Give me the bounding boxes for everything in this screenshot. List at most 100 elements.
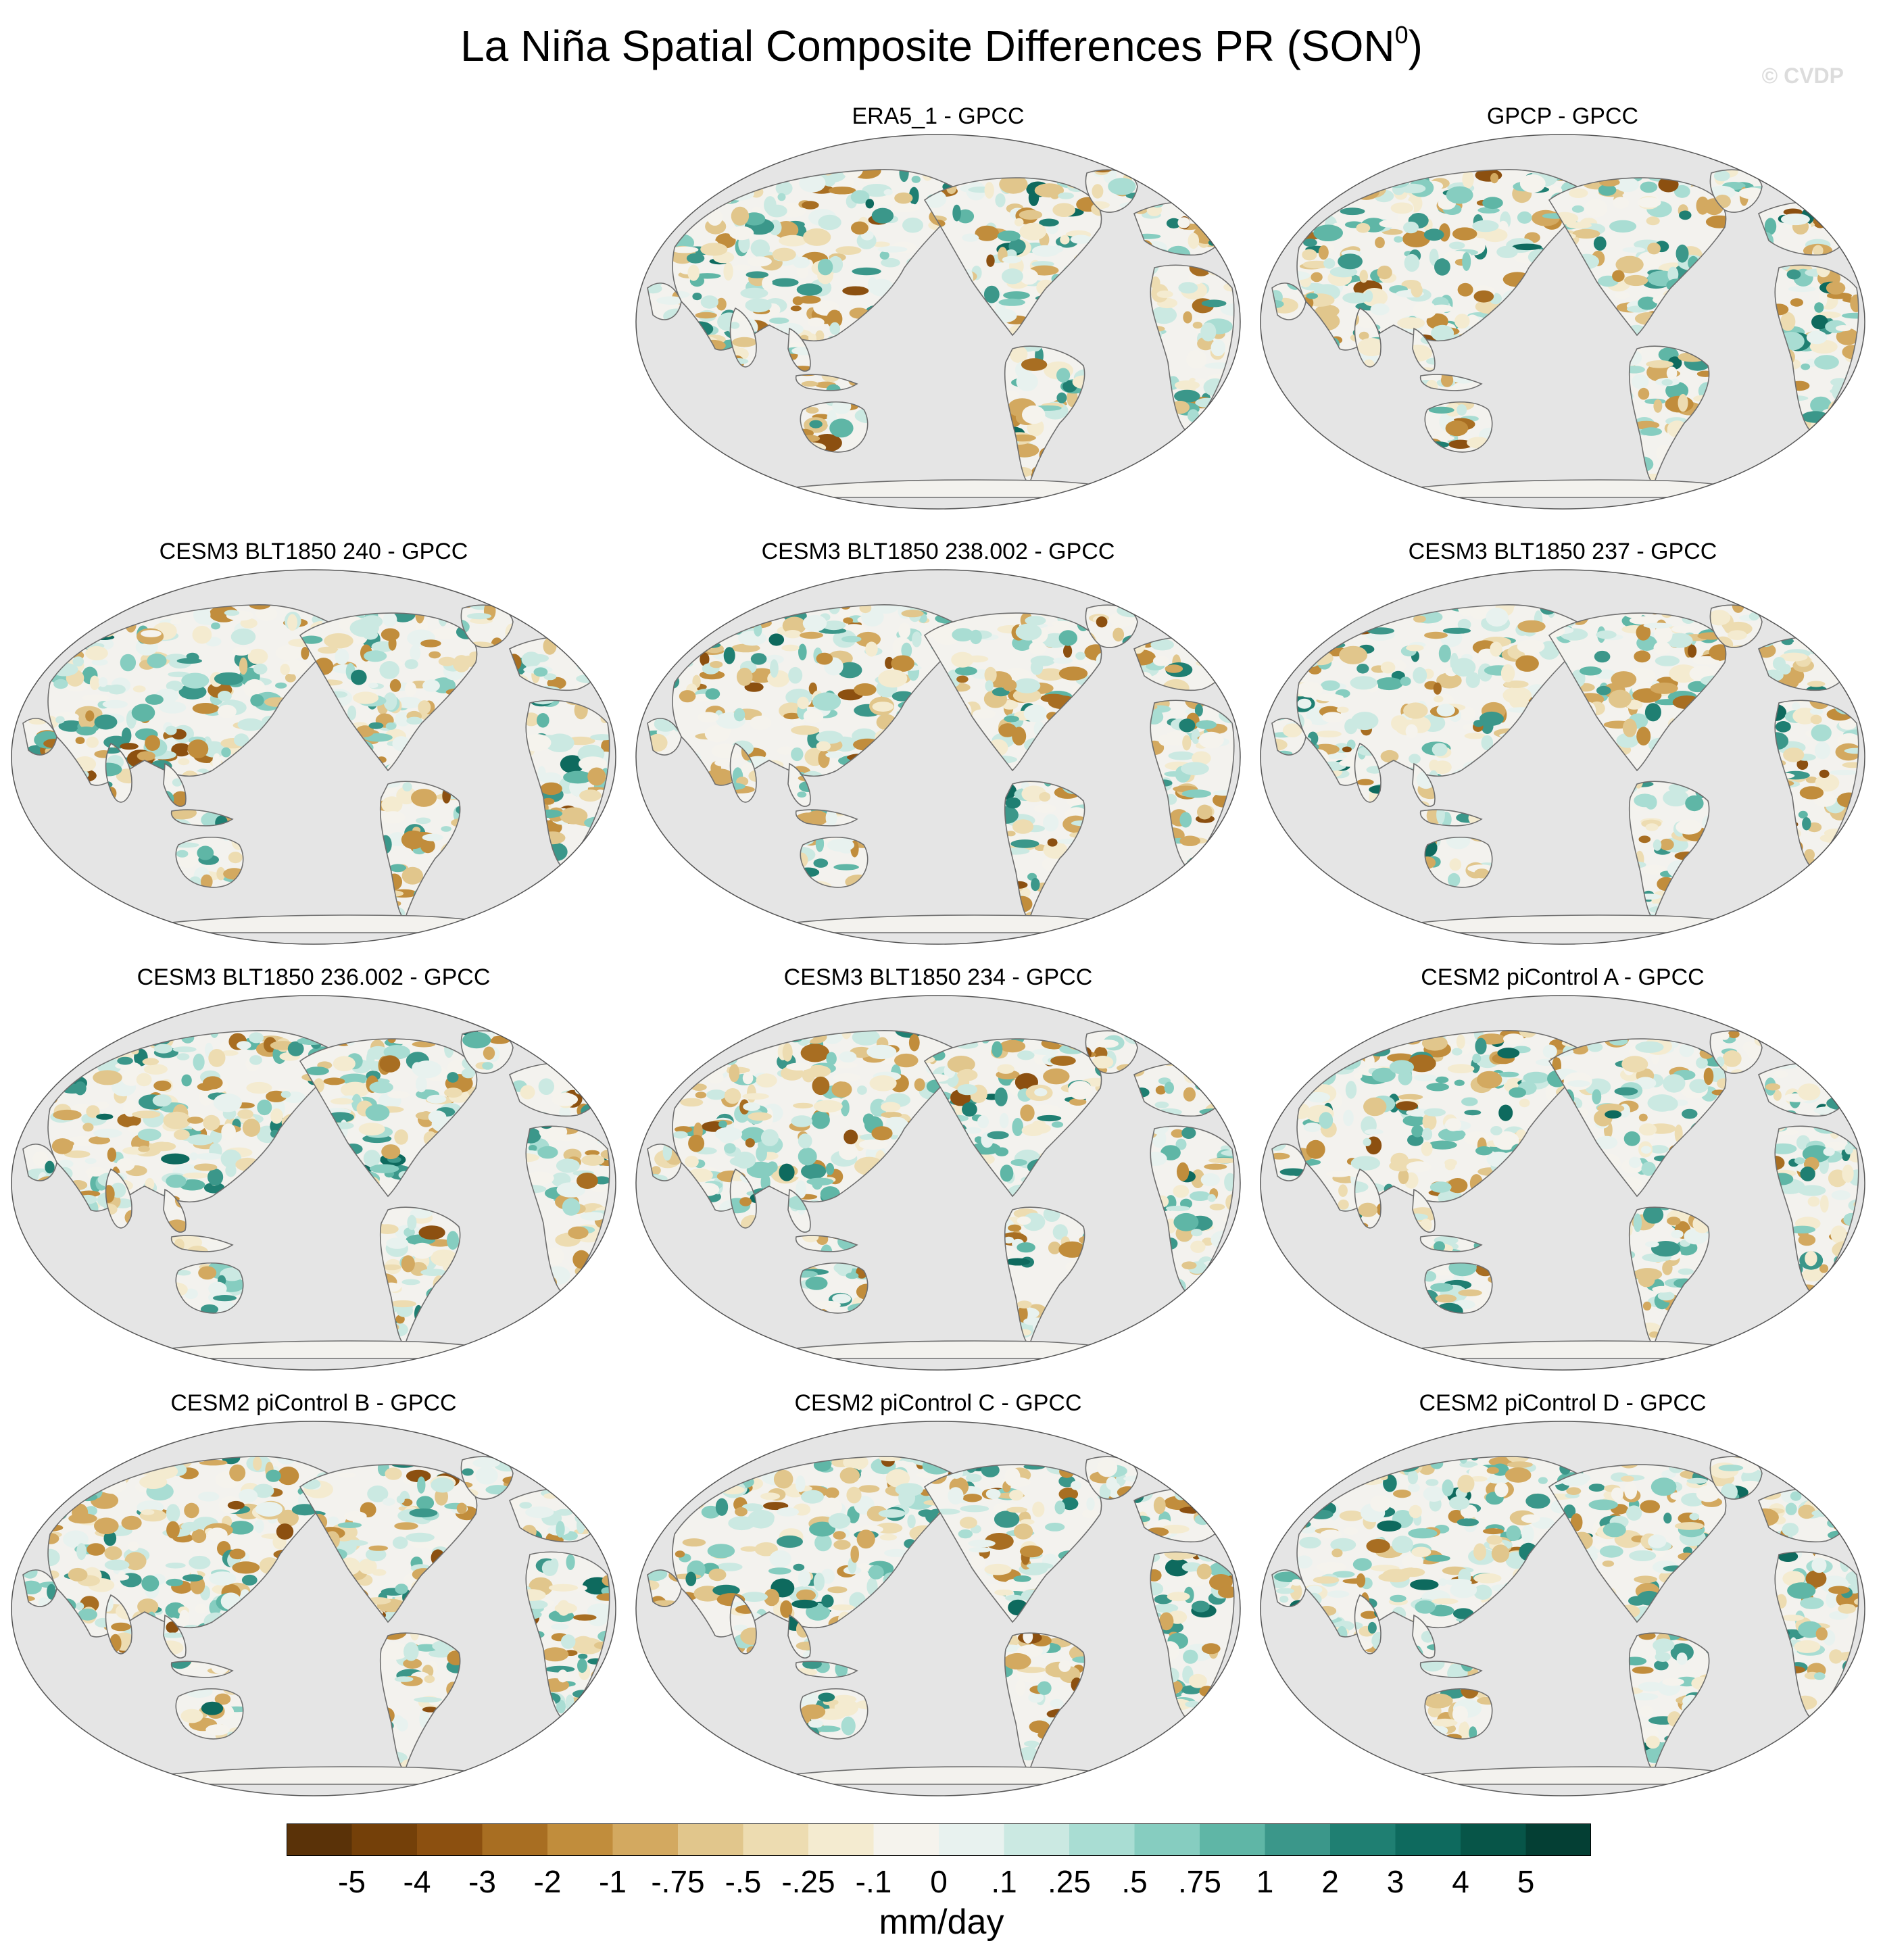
anomaly-patch [724,1143,736,1154]
anomaly-patch [1640,181,1658,193]
anomaly-patch [1666,366,1678,380]
anomaly-patch [762,1130,775,1141]
anomaly-patch [132,1110,161,1119]
map-border [11,995,616,1371]
anomaly-patch [1425,856,1436,869]
anomaly-patch [1490,641,1502,657]
anomaly-patch [237,718,264,731]
anomaly-patch [221,1123,236,1141]
anomaly-patch [1219,1064,1231,1076]
anomaly-patch [1224,1062,1231,1074]
map-border [1260,995,1865,1371]
coastline [1419,374,1483,391]
map-panel: GPCP - GPCC [1258,103,1867,510]
anomaly-patch [1622,247,1646,253]
anomaly-patch [1413,615,1426,623]
anomaly-patch [545,733,574,752]
anomaly-patch [600,1149,610,1160]
anomaly-patch [716,297,727,311]
anomaly-patch [1319,620,1328,636]
anomaly-patch [1204,1282,1215,1291]
anomaly-patch [730,322,740,329]
anomaly-patch [1642,1301,1652,1310]
anomaly-patch [1297,169,1308,175]
anomaly-patch [747,256,772,267]
anomaly-patch [1010,1159,1027,1166]
anomaly-patch [1339,645,1368,664]
anomaly-patch [1809,700,1831,710]
coastline [105,742,132,803]
anomaly-patch [894,192,913,204]
anomaly-patch [1312,629,1331,638]
anomaly-patch [1033,804,1056,813]
anomaly-patch [1640,427,1662,436]
coastline [647,718,682,756]
anomaly-patch [228,1521,254,1535]
anomaly-patch [828,187,856,195]
anomaly-patch [1369,785,1381,794]
anomaly-patch [402,782,412,791]
anomaly-patch [706,1089,727,1100]
anomaly-patch [1523,1071,1550,1083]
anomaly-patch [1682,1108,1698,1119]
anomaly-patch [779,235,808,247]
anomaly-patch [1181,789,1212,798]
anomaly-patch [353,691,379,704]
world-map [11,1421,616,1796]
anomaly-patch [1332,170,1344,181]
anomaly-patch [1748,612,1759,620]
anomaly-patch [82,694,109,701]
anomaly-patch [1164,1081,1174,1094]
coastline [379,1206,461,1346]
anomaly-patch [562,1198,581,1216]
anomaly-patch [1515,655,1539,672]
anomaly-patch [947,1056,975,1073]
anomaly-patch [1323,258,1336,269]
anomaly-patch [551,1093,579,1106]
anomaly-patch [708,604,720,613]
anomaly-patch [783,712,801,720]
coastline [1424,836,1493,888]
anomaly-patch [1673,185,1690,198]
anomaly-patch [387,1039,396,1044]
anomaly-patch [1798,1185,1826,1196]
anomaly-patch [815,330,825,342]
anomaly-patch [78,1190,101,1198]
anomaly-patch [1221,1247,1234,1256]
anomaly-patch [1210,201,1231,203]
anomaly-patch [1434,695,1444,703]
anomaly-patch [894,1053,919,1068]
anomaly-patch [1653,839,1662,851]
anomaly-patch [1154,1101,1169,1108]
anomaly-patch [1060,235,1070,245]
anomaly-patch [1053,657,1073,664]
anomaly-patch [189,1152,198,1160]
anomaly-patch [1190,1191,1210,1201]
anomaly-patch [127,1125,142,1133]
anomaly-patch [1326,1171,1352,1177]
anomaly-patch [752,207,762,214]
anomaly-patch [379,1055,401,1073]
anomaly-patch [526,733,552,752]
anomaly-patch [811,1111,830,1129]
anomaly-patch [1017,1300,1032,1308]
anomaly-patch [818,214,841,230]
anomaly-patch [416,1075,427,1093]
anomaly-patch [983,285,1000,303]
anomaly-patch [1842,637,1855,647]
anomaly-patch [1742,1041,1757,1052]
anomaly-patch [243,679,266,698]
anomaly-patch [1688,644,1697,658]
anomaly-patch [1297,621,1308,634]
anomaly-patch [349,618,379,637]
anomaly-patch [380,1223,387,1231]
anomaly-patch [1092,1056,1114,1069]
anomaly-patch [220,1267,243,1281]
anomaly-patch [1641,1161,1656,1176]
anomaly-patch [998,723,1017,737]
anomaly-patch [1663,1074,1686,1093]
anomaly-patch [1171,1129,1184,1138]
anomaly-patch [1475,1037,1487,1055]
anomaly-patch [742,1071,754,1085]
anomaly-patch [1390,202,1413,214]
